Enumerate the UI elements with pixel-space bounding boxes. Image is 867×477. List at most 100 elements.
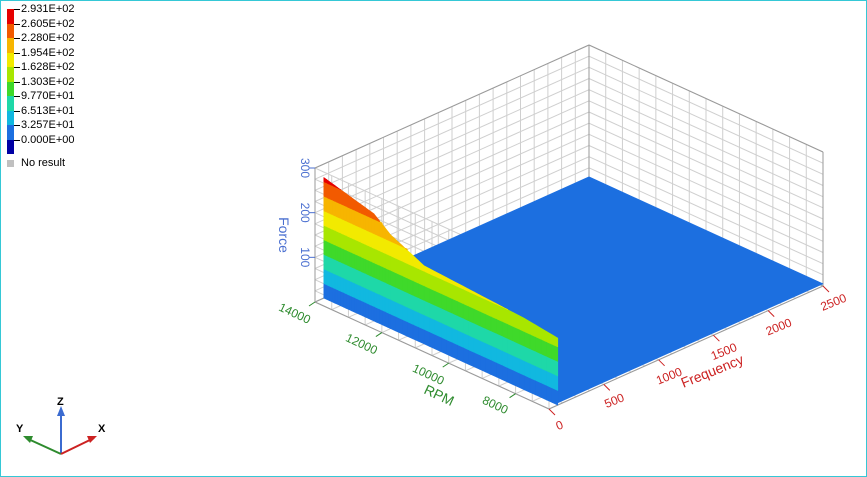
force-band-segment xyxy=(401,304,408,323)
force-band-segment xyxy=(373,262,378,279)
force-band-segment xyxy=(362,300,366,318)
force-band-segment xyxy=(423,314,430,333)
force-band-segment xyxy=(484,298,492,317)
force-band-segment xyxy=(359,203,364,215)
force-band-segment xyxy=(423,329,430,347)
force-band-segment xyxy=(354,239,358,256)
legend-swatch xyxy=(7,67,14,82)
force-band-segment xyxy=(331,214,336,231)
force-band-segment xyxy=(348,251,352,268)
force-band-segment xyxy=(365,273,369,290)
force-band-segment xyxy=(529,377,536,396)
force-band-segment xyxy=(395,272,403,291)
legend-label: 2.280E+02 xyxy=(21,32,75,44)
force-band-segment xyxy=(365,244,369,261)
force-band-segment xyxy=(381,280,386,298)
force-band-segment xyxy=(440,322,447,340)
force-band-segment xyxy=(331,199,336,217)
force-band-segment xyxy=(340,247,344,264)
force-band-segment xyxy=(326,284,330,301)
force-band-segment xyxy=(395,243,403,262)
legend-label: 2.605E+02 xyxy=(21,17,75,30)
force-band-segment xyxy=(462,332,469,351)
force-band-segment xyxy=(370,217,375,234)
force-band-segment xyxy=(379,308,383,326)
force-band-segment xyxy=(518,328,525,347)
force-band-segment xyxy=(356,201,361,214)
force-band-segment xyxy=(370,211,375,220)
force-band-segment xyxy=(373,218,378,236)
force-band-segment xyxy=(395,258,403,276)
force-band-segment xyxy=(337,216,341,234)
force-band-segment xyxy=(379,264,383,282)
force-band-segment xyxy=(507,309,514,327)
force-band-segment xyxy=(523,331,531,350)
force-band-segment xyxy=(429,287,436,306)
force-band-segment xyxy=(462,303,469,322)
force-band-segment xyxy=(387,283,391,300)
force-band-segment xyxy=(376,220,380,237)
force-band-segment xyxy=(490,330,497,349)
triad-z-label: Z xyxy=(57,396,64,408)
force-band-segment xyxy=(429,273,436,292)
legend-entry: 1.303E+02 xyxy=(3,76,113,96)
force-band-segment xyxy=(362,205,366,216)
force-band-segment xyxy=(540,382,547,401)
force-band-segment xyxy=(334,230,339,247)
force-band-segment xyxy=(376,307,380,324)
force-band-segment xyxy=(323,195,327,213)
force-band-segment xyxy=(401,289,408,308)
legend-label: 1.628E+02 xyxy=(21,61,75,73)
force-band-segment xyxy=(370,246,375,264)
force-band-segment xyxy=(348,207,352,224)
grid-line xyxy=(588,66,824,175)
force-band-segment xyxy=(512,340,520,359)
y-tick-label: 12000 xyxy=(344,331,380,358)
force-band-segment xyxy=(523,345,531,364)
legend-entry: 3.257E+01 xyxy=(3,119,113,140)
force-band-segment xyxy=(423,285,430,304)
force-band-segment xyxy=(535,350,542,369)
force-band-segment xyxy=(376,292,380,310)
triad-z-arrow xyxy=(57,406,65,416)
force-band-segment xyxy=(345,193,350,208)
legend-entry: 0.000E+00 xyxy=(3,134,113,154)
force-band-segment xyxy=(337,202,341,219)
force-band-segment xyxy=(323,239,327,256)
force-band-segment xyxy=(518,315,525,332)
force-band-segment xyxy=(328,285,333,303)
legend-label: 9.770E+01 xyxy=(21,90,75,102)
force-band-segment xyxy=(328,184,333,201)
force-band-segment xyxy=(348,265,352,283)
force-band-segment xyxy=(529,362,536,381)
force-band-segment xyxy=(490,301,497,320)
force-band-segment xyxy=(384,253,389,270)
legend-tick xyxy=(14,81,20,83)
triad-x-label: X xyxy=(98,423,106,435)
force-band-segment xyxy=(337,260,341,277)
grid-line xyxy=(314,89,590,214)
x-tick xyxy=(713,334,720,342)
force-band-segment xyxy=(412,280,419,299)
force-band-segment xyxy=(479,354,486,373)
force-band-segment xyxy=(342,234,347,251)
force-band-segment xyxy=(376,278,380,295)
force-band-segment xyxy=(540,353,547,372)
force-band-segment xyxy=(445,324,453,343)
force-band-segment xyxy=(365,287,369,305)
triad-y-axis xyxy=(25,437,62,455)
force-band-segment xyxy=(518,372,525,391)
force-band-segment xyxy=(434,334,442,352)
force-band-segment xyxy=(359,241,364,259)
legend-swatch xyxy=(7,52,14,67)
legend-tick xyxy=(14,139,20,141)
force-band-segment xyxy=(334,259,339,276)
triad-x-arrow xyxy=(87,436,97,443)
force-band-segment xyxy=(362,228,366,245)
force-band-segment xyxy=(535,365,542,384)
force-band-segment xyxy=(326,269,330,287)
force-band-segment xyxy=(381,295,386,312)
force-band-segment xyxy=(418,311,425,330)
force-band-segment xyxy=(367,289,372,306)
force-band-segment xyxy=(546,355,553,374)
